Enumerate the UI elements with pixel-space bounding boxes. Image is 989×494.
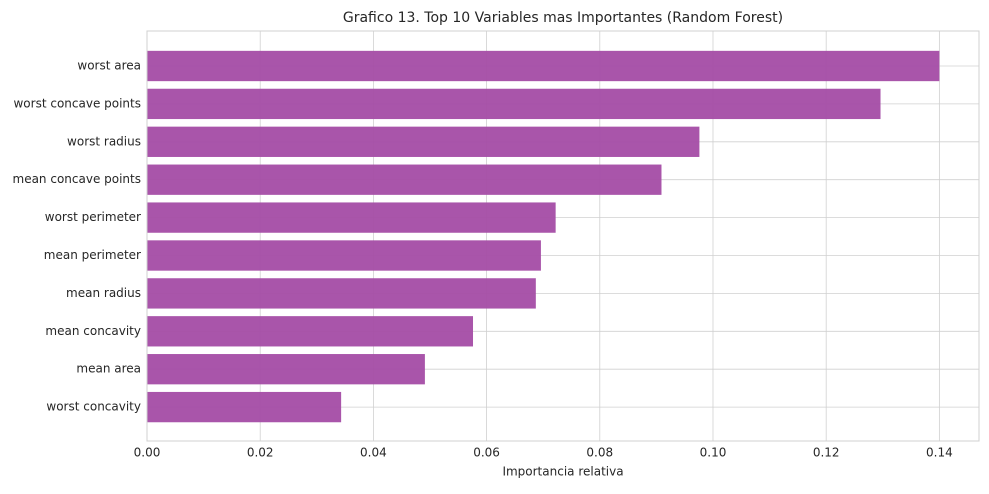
bar xyxy=(147,354,425,385)
y-tick-label: worst concavity xyxy=(46,400,141,414)
x-tick-label: 0.12 xyxy=(813,446,840,460)
y-tick-label: worst radius xyxy=(67,134,141,148)
x-tick-label: 0.06 xyxy=(473,446,500,460)
bar xyxy=(147,50,940,82)
x-tick-label: 0.00 xyxy=(134,446,161,460)
y-tick-label: worst concave points xyxy=(13,96,141,110)
x-tick-label: 0.08 xyxy=(586,446,613,460)
bar xyxy=(147,164,662,195)
y-tick-label: mean concavity xyxy=(45,324,141,338)
bar xyxy=(147,202,556,233)
bar xyxy=(147,240,541,271)
plot-frame xyxy=(146,30,980,442)
chart-title: Grafico 13. Top 10 Variables mas Importa… xyxy=(343,10,783,26)
bar xyxy=(147,316,474,347)
x-tick-label: 0.04 xyxy=(360,446,387,460)
x-axis-label: Importancia relativa xyxy=(502,465,623,479)
y-tick-label: mean concave points xyxy=(13,172,142,186)
bar xyxy=(147,278,536,309)
bar xyxy=(147,126,700,157)
x-tick-label: 0.14 xyxy=(926,446,953,460)
bar xyxy=(147,88,881,120)
x-tick-label: 0.10 xyxy=(700,446,727,460)
y-tick-label: mean radius xyxy=(66,286,141,300)
y-tick-label: mean area xyxy=(76,362,141,376)
y-tick-label: worst perimeter xyxy=(45,210,141,224)
x-tick-label: 0.02 xyxy=(247,446,274,460)
y-tick-label: worst area xyxy=(77,59,141,73)
y-tick-label: mean perimeter xyxy=(44,248,141,262)
bar xyxy=(147,391,342,423)
